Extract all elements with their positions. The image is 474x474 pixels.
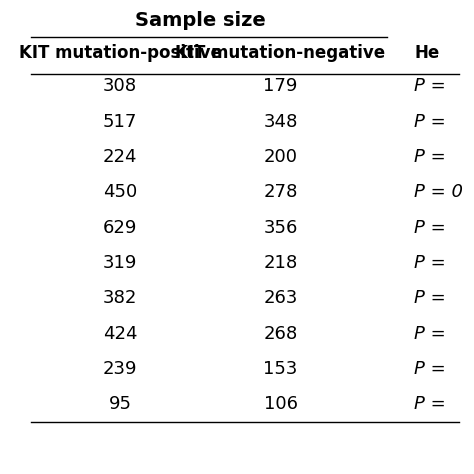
Text: 348: 348	[264, 112, 298, 130]
Text: 356: 356	[264, 219, 298, 237]
Text: 278: 278	[264, 183, 298, 201]
Text: 308: 308	[103, 77, 137, 95]
Text: 224: 224	[103, 148, 137, 166]
Text: P =: P =	[414, 360, 446, 378]
Text: 450: 450	[103, 183, 137, 201]
Text: 517: 517	[103, 112, 137, 130]
Text: KIT mutation-positive: KIT mutation-positive	[18, 44, 221, 62]
Text: 263: 263	[264, 289, 298, 307]
Text: P = 0: P = 0	[414, 183, 463, 201]
Text: Sample size: Sample size	[135, 11, 265, 30]
Text: 179: 179	[264, 77, 298, 95]
Text: He: He	[414, 44, 439, 62]
Text: KIT mutation-negative: KIT mutation-negative	[175, 44, 385, 62]
Text: 153: 153	[264, 360, 298, 378]
Text: 629: 629	[103, 219, 137, 237]
Text: 239: 239	[103, 360, 137, 378]
Text: P =: P =	[414, 254, 446, 272]
Text: 268: 268	[264, 325, 298, 343]
Text: P =: P =	[414, 219, 446, 237]
Text: P =: P =	[414, 77, 446, 95]
Text: 200: 200	[264, 148, 298, 166]
Text: 106: 106	[264, 395, 298, 413]
Text: 218: 218	[264, 254, 298, 272]
Text: P =: P =	[414, 112, 446, 130]
Text: P =: P =	[414, 148, 446, 166]
Text: 382: 382	[103, 289, 137, 307]
Text: P =: P =	[414, 395, 446, 413]
Text: 319: 319	[103, 254, 137, 272]
Text: 95: 95	[109, 395, 132, 413]
Text: P =: P =	[414, 289, 446, 307]
Text: 424: 424	[103, 325, 137, 343]
Text: P =: P =	[414, 325, 446, 343]
